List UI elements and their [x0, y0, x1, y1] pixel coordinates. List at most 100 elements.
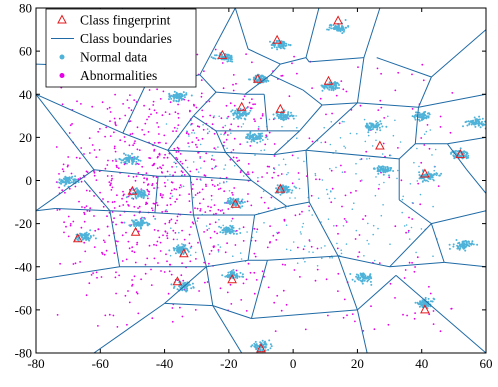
normal-point [221, 229, 224, 232]
abnormal-point [137, 230, 140, 233]
abnormal-point [411, 218, 414, 220]
normal-point [328, 26, 331, 29]
normal-point [249, 135, 251, 138]
fingerprint-marker [130, 226, 141, 236]
normal-point [190, 94, 193, 97]
normal-point [256, 345, 259, 347]
normal-point [132, 192, 135, 195]
abnormal-point [76, 100, 78, 103]
normal-point [351, 208, 354, 210]
normal-point [178, 248, 181, 251]
abnormal-point [68, 187, 71, 190]
normal-point [129, 225, 132, 228]
normal-point [467, 154, 470, 157]
abnormal-point [78, 200, 80, 203]
normal-point [181, 94, 184, 97]
x-tick-label: -40 [156, 356, 173, 371]
normal-point [177, 100, 180, 103]
class-boundary-segment [376, 57, 432, 78]
normal-point [452, 154, 455, 157]
normal-point [342, 30, 345, 33]
normal-point [382, 204, 384, 206]
abnormal-point [232, 194, 234, 196]
normal-point [285, 248, 288, 251]
normal-point [229, 272, 232, 275]
normal-point [432, 255, 434, 257]
class-boundary-segment [83, 180, 111, 212]
normal-point [248, 78, 250, 81]
abnormal-point [196, 207, 199, 210]
normal-point [333, 82, 336, 85]
normal-point [298, 187, 301, 190]
abnormal-point [199, 209, 202, 212]
normal-point [429, 173, 432, 176]
abnormal-point [197, 151, 200, 154]
normal-point [194, 251, 197, 254]
normal-point [287, 172, 289, 174]
abnormal-point [406, 314, 408, 317]
normal-point [242, 114, 245, 117]
normal-point [172, 99, 175, 102]
normal-point [176, 127, 179, 130]
normal-point [397, 169, 399, 172]
abnormal-point [166, 170, 169, 173]
abnormal-point [106, 108, 109, 110]
normal-point [212, 57, 215, 60]
normal-point [137, 223, 140, 226]
normal-point [330, 89, 333, 91]
normal-point [379, 166, 382, 169]
normal-point [270, 345, 273, 348]
normal-point [180, 186, 183, 188]
abnormal-point [71, 123, 73, 125]
abnormal-point [119, 214, 122, 217]
abnormal-point [256, 228, 259, 231]
abnormal-point [330, 169, 333, 172]
normal-point [384, 166, 387, 169]
normal-point [132, 158, 135, 161]
normal-point [455, 239, 458, 241]
abnormal-point [202, 198, 205, 201]
normal-point [227, 197, 230, 200]
normal-point [249, 132, 251, 134]
normal-point [463, 150, 466, 153]
abnormal-point [261, 113, 264, 115]
abnormal-point [365, 150, 368, 153]
abnormal-point [196, 125, 199, 128]
normal-point [176, 97, 178, 100]
abnormal-point [72, 263, 75, 265]
abnormal-point [176, 279, 179, 281]
abnormal-point [195, 137, 198, 139]
normal-point [448, 243, 451, 246]
normal-point [253, 345, 256, 348]
normal-point [360, 280, 363, 283]
normal-point [396, 177, 398, 180]
abnormal-point [93, 195, 95, 197]
normal-point [206, 128, 209, 130]
abnormal-point [239, 171, 242, 174]
normal-point [289, 249, 292, 252]
abnormal-point [216, 232, 219, 235]
abnormal-point [263, 201, 266, 204]
abnormal-point [138, 205, 141, 208]
class-boundary-segment [337, 255, 390, 268]
abnormal-point [148, 89, 151, 91]
abnormal-point [160, 167, 163, 170]
normal-point [381, 153, 384, 155]
normal-point [247, 137, 249, 140]
abnormal-point [133, 251, 136, 254]
abnormal-point [55, 146, 58, 148]
normal-point [453, 150, 456, 153]
normal-point [333, 225, 335, 227]
abnormal-point [135, 175, 138, 178]
class-boundary-segment [193, 214, 207, 267]
normal-point [342, 225, 345, 227]
class-boundary-segment [357, 275, 397, 311]
y-tick-label: 0 [26, 173, 33, 188]
abnormal-point [121, 197, 123, 200]
normal-point [418, 165, 420, 168]
fingerprint-marker [217, 49, 228, 59]
abnormal-point [81, 206, 83, 208]
abnormal-point [420, 161, 423, 164]
class-boundary-segment [251, 309, 358, 319]
class-boundary-segment [164, 302, 213, 307]
